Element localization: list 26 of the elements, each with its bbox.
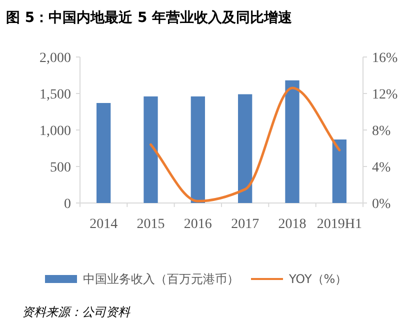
legend-label: YOY（%） (288, 272, 348, 286)
x-tick-label: 2019H1 (316, 217, 362, 232)
bar (190, 96, 205, 203)
x-tick-label: 2018 (278, 217, 306, 232)
x-tick-label: 2015 (136, 217, 165, 232)
text: 资料来源：公司资料 (22, 305, 131, 319)
y-tick-label: 0 (64, 197, 71, 212)
y2-tick-label: 4% (372, 160, 391, 176)
y-tick-label: 1,000 (40, 124, 71, 139)
x-tick-label: 2017 (231, 217, 260, 232)
bar (285, 80, 300, 203)
y2-tick-label: 12% (372, 88, 398, 102)
y-tick-label: 500 (50, 160, 71, 176)
legend-label: 中国业务收入（百万元港币） (83, 272, 239, 286)
x-tick-label: 2016 (184, 217, 212, 232)
x-tick-label: 2014 (90, 217, 118, 232)
y2-tick-label: 16% (372, 51, 398, 66)
y-tick-label: 1,500 (40, 88, 71, 102)
y2-tick-label: 0% (372, 197, 391, 212)
bar (238, 94, 252, 203)
bar (144, 96, 158, 203)
y-tick-label: 2,000 (40, 51, 71, 66)
chart-title: 图 5：中国内地最近 5 年营业收入及同比增速 (6, 9, 294, 26)
y2-tick-label: 8% (372, 124, 391, 139)
bar (96, 102, 111, 203)
bar (332, 139, 346, 203)
